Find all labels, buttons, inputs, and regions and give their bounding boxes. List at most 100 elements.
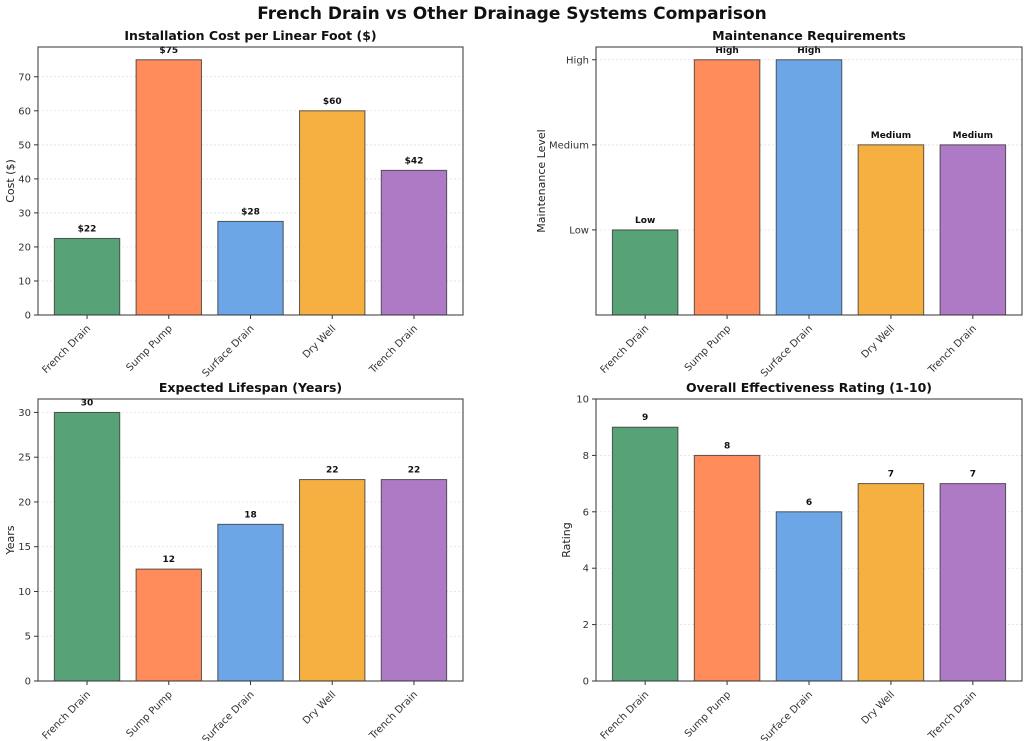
x-tick-label: Dry Well (860, 323, 897, 360)
data-label: $60 (323, 97, 342, 107)
x-tick-label: French Drain (40, 689, 93, 741)
data-label: 9 (642, 413, 648, 423)
y-tick-label: 2 (583, 620, 589, 631)
bar-trench-drain (939, 483, 1007, 682)
axes-frame (595, 398, 1023, 682)
x-tick-label: Dry Well (860, 689, 897, 726)
data-label: Medium (871, 131, 911, 141)
y-tick-label: 10 (18, 587, 31, 598)
x-tick-label: Trench Drain (926, 689, 979, 741)
bar-surface-drain (217, 523, 284, 682)
x-tick-label: Surface Drain (201, 323, 257, 379)
data-label: 30 (81, 398, 94, 408)
chart-title: Installation Cost per Linear Foot ($) (124, 28, 376, 43)
bar-surface-drain (775, 59, 843, 316)
y-axis-label: Years (4, 525, 17, 555)
data-label: $75 (159, 46, 178, 56)
data-label: High (715, 46, 738, 56)
y-tick-label: 0 (25, 677, 31, 688)
y-axis-label: Rating (560, 522, 573, 557)
y-tick-label: 6 (583, 507, 589, 518)
data-label: 6 (806, 498, 812, 508)
y-axis-label: Maintenance Level (535, 129, 548, 232)
chart-panel-2: Low Medium High Low French Drain High Sump Pum… (535, 28, 1023, 379)
bar-french-drain (611, 426, 679, 682)
chart-panel-1: 0 10 20 30 40 50 60 70 $22 French Drain $75 Sump Pu… (4, 28, 464, 379)
bar-trench-drain (380, 479, 448, 682)
x-tick-label: Sump Pump (683, 689, 733, 739)
bar-surface-drain (217, 220, 284, 316)
y-tick-label: 25 (18, 453, 31, 464)
y-tick-label: 50 (18, 140, 31, 151)
bar-french-drain (53, 237, 121, 316)
bar-dry-well (857, 144, 925, 316)
y-tick-label: 10 (18, 276, 31, 287)
x-tick-label: Surface Drain (201, 689, 257, 741)
y-tick-label: 20 (18, 497, 31, 508)
x-tick-label: Trench Drain (367, 323, 420, 376)
data-label: High (797, 46, 820, 56)
y-tick-label: 30 (18, 408, 31, 419)
bar-sump-pump (693, 454, 761, 682)
y-axis-label: Cost ($) (4, 159, 17, 203)
y-tick-label: 0 (583, 677, 589, 688)
x-tick-label: Surface Drain (759, 689, 815, 741)
y-tick-label: 0 (25, 311, 31, 322)
data-label: 12 (163, 555, 176, 565)
bar-dry-well (857, 483, 925, 682)
y-tick-label: 15 (18, 542, 31, 553)
bar-sump-pump (135, 568, 202, 682)
data-label: 8 (724, 441, 730, 451)
axes-frame (37, 46, 464, 316)
data-label: $28 (241, 207, 260, 217)
data-label: Medium (953, 131, 993, 141)
y-tick-label: 10 (576, 395, 589, 406)
y-tick-label: 30 (18, 208, 31, 219)
axes-frame (37, 398, 464, 682)
x-tick-label: Dry Well (301, 323, 338, 360)
data-label: Low (635, 216, 655, 226)
y-tick-label: 5 (25, 632, 31, 643)
chart-panel-3: 0 5 10 15 20 25 30 30 French Drain 12 Sump Pump 18 S… (4, 380, 464, 741)
y-tick-label: 4 (583, 564, 589, 575)
bar-trench-drain (380, 169, 448, 316)
bar-sump-pump (693, 59, 761, 316)
y-tick-label: 8 (583, 451, 589, 462)
y-tick-label: 20 (18, 242, 31, 253)
figure-title: French Drain vs Other Drainage Systems C… (257, 4, 767, 24)
x-tick-label: French Drain (40, 323, 93, 376)
chart-panel-4: 0 2 4 6 8 10 9 French Drain 8 Sump Pump 6 Surface D… (560, 380, 1023, 741)
y-tick-label: 40 (18, 174, 31, 185)
axes-frame (595, 46, 1023, 316)
data-label: 22 (326, 466, 339, 476)
y-tick-label: High (566, 55, 589, 66)
chart-title: Expected Lifespan (Years) (159, 380, 342, 395)
y-tick-label: 70 (18, 72, 31, 83)
bar-surface-drain (775, 511, 843, 682)
bar-french-drain (53, 411, 121, 682)
bar-dry-well (299, 110, 366, 316)
bar-sump-pump (135, 59, 202, 316)
bar-dry-well (299, 479, 366, 682)
y-tick-label: 60 (18, 106, 31, 117)
x-tick-label: French Drain (599, 323, 652, 376)
data-label: 22 (408, 466, 421, 476)
bar-trench-drain (939, 144, 1007, 316)
bar-french-drain (611, 229, 679, 316)
x-tick-label: Trench Drain (926, 323, 979, 376)
x-tick-label: Sump Pump (683, 323, 733, 373)
chart-title: Maintenance Requirements (712, 28, 906, 43)
x-tick-label: Sump Pump (125, 689, 175, 739)
x-tick-label: Dry Well (301, 689, 338, 726)
y-tick-label: Low (569, 225, 589, 236)
data-label: $22 (78, 224, 97, 234)
data-label: 7 (888, 470, 894, 480)
x-tick-label: Sump Pump (125, 323, 175, 373)
data-label: 18 (244, 510, 257, 520)
x-tick-label: French Drain (599, 689, 652, 741)
y-tick-label: Medium (549, 140, 589, 151)
x-tick-label: Surface Drain (759, 323, 815, 379)
data-label: $42 (405, 156, 424, 166)
chart-title: Overall Effectiveness Rating (1-10) (686, 380, 932, 395)
